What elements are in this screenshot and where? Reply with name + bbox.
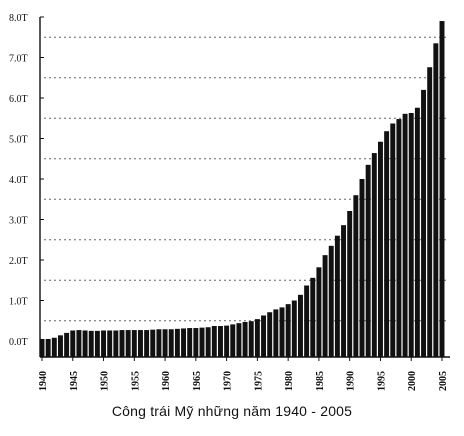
- y-tick-label: 0.0T: [9, 337, 28, 348]
- bar-1964: [187, 328, 193, 357]
- bar-1965: [193, 328, 199, 357]
- bar-1987: [328, 245, 334, 357]
- y-tick-label: 8.0T: [9, 13, 28, 24]
- bar-1986: [322, 255, 328, 357]
- bar-1948: [88, 330, 94, 357]
- x-tick-label: 2000: [407, 371, 418, 391]
- bar-1984: [310, 277, 316, 357]
- bar-1945: [70, 330, 76, 357]
- bar-1995: [377, 141, 383, 357]
- bar-1944: [64, 332, 70, 357]
- bar-1962: [174, 328, 180, 357]
- bars: [39, 21, 445, 358]
- x-tick-label: 2005: [438, 371, 449, 391]
- x-tick-labels: 1940 1945 1950 1955 1960 1965 1970 1975 1980 1985…: [38, 371, 449, 391]
- bar-1985: [316, 267, 322, 357]
- bar-1999: [402, 113, 408, 357]
- bar-1963: [181, 328, 187, 357]
- bar-1966: [199, 327, 205, 357]
- bar-1951: [107, 330, 113, 357]
- bar-1976: [261, 315, 267, 357]
- bar-1975: [254, 319, 260, 357]
- x-tick-label: 1955: [130, 371, 141, 391]
- bar-1991: [353, 195, 359, 357]
- bar-1959: [156, 329, 162, 357]
- bar-2002: [421, 89, 427, 358]
- bar-1953: [119, 330, 125, 357]
- bar-1988: [334, 235, 340, 357]
- bar-1997: [390, 123, 396, 357]
- bar-1940: [39, 338, 45, 357]
- x-tick-label: 1995: [376, 371, 387, 391]
- bar-1979: [279, 307, 285, 357]
- bar-1968: [211, 326, 217, 357]
- bar-1950: [101, 330, 107, 357]
- bar-1967: [205, 327, 211, 357]
- bar-2005: [439, 21, 445, 358]
- bar-1972: [236, 323, 242, 357]
- bar-1947: [82, 330, 88, 357]
- bar-1989: [341, 225, 347, 357]
- x-tick-label: 1940: [38, 371, 49, 391]
- y-tick-label: 3.0T: [9, 216, 28, 227]
- bar-2003: [427, 67, 433, 357]
- bar-1957: [144, 330, 150, 357]
- bar-1954: [125, 330, 131, 357]
- x-tick-label: 1950: [100, 371, 111, 391]
- bar-2000: [408, 112, 414, 357]
- bar-1943: [57, 335, 63, 357]
- y-tick-label: 6.0T: [9, 94, 28, 105]
- bar-1949: [94, 330, 100, 357]
- bar-1980: [285, 304, 291, 357]
- x-tick-label: 1960: [161, 371, 172, 391]
- bar-1956: [137, 330, 143, 357]
- y-tick-label: 2.0T: [9, 256, 28, 267]
- bar-1961: [168, 329, 174, 357]
- y-tick-label: 4.0T: [9, 175, 28, 186]
- chart-caption: Công trái Mỹ những năm 1940 - 2005: [111, 403, 353, 419]
- y-tick-label: 7.0T: [9, 54, 28, 65]
- y-tick-label: 5.0T: [9, 135, 28, 146]
- bar-1974: [248, 321, 254, 357]
- x-tick-label: 1980: [284, 371, 295, 391]
- bar-1946: [76, 330, 82, 357]
- bar-1970: [224, 325, 230, 357]
- x-tick-label: 1965: [192, 371, 203, 391]
- bar-2004: [433, 43, 439, 357]
- bar-1942: [51, 337, 57, 357]
- bar-1971: [230, 324, 236, 357]
- x-tick-label: 1985: [315, 371, 326, 391]
- bar-1960: [162, 329, 168, 357]
- bar-2001: [414, 107, 420, 357]
- x-tick-label: 1945: [69, 371, 80, 391]
- bar-1982: [297, 294, 303, 357]
- x-tick-label: 1990: [346, 371, 357, 391]
- x-tick-label: 1970: [223, 371, 234, 391]
- bar-1983: [304, 285, 310, 357]
- bar-1996: [384, 131, 390, 357]
- bar-1977: [267, 312, 273, 357]
- bar-1998: [396, 119, 402, 357]
- bar-1994: [371, 153, 377, 357]
- y-tick-labels: 0.0T 1.0T 2.0T 3.0T 4.0T 5.0T 6.0T 7.0T 8.0T: [9, 13, 28, 348]
- bar-1969: [217, 326, 223, 357]
- x-tick-label: 1975: [253, 371, 264, 391]
- bar-1958: [150, 329, 156, 357]
- bar-1981: [291, 300, 297, 357]
- y-tick-label: 1.0T: [9, 297, 28, 308]
- bar-1993: [365, 164, 371, 357]
- axes: [39, 16, 450, 361]
- bar-1992: [359, 179, 365, 357]
- bar-1978: [273, 309, 279, 357]
- bar-1990: [347, 210, 353, 357]
- bar-1973: [242, 321, 248, 357]
- bar-1952: [113, 330, 119, 357]
- bar-1941: [45, 338, 51, 357]
- bar-1955: [131, 330, 137, 357]
